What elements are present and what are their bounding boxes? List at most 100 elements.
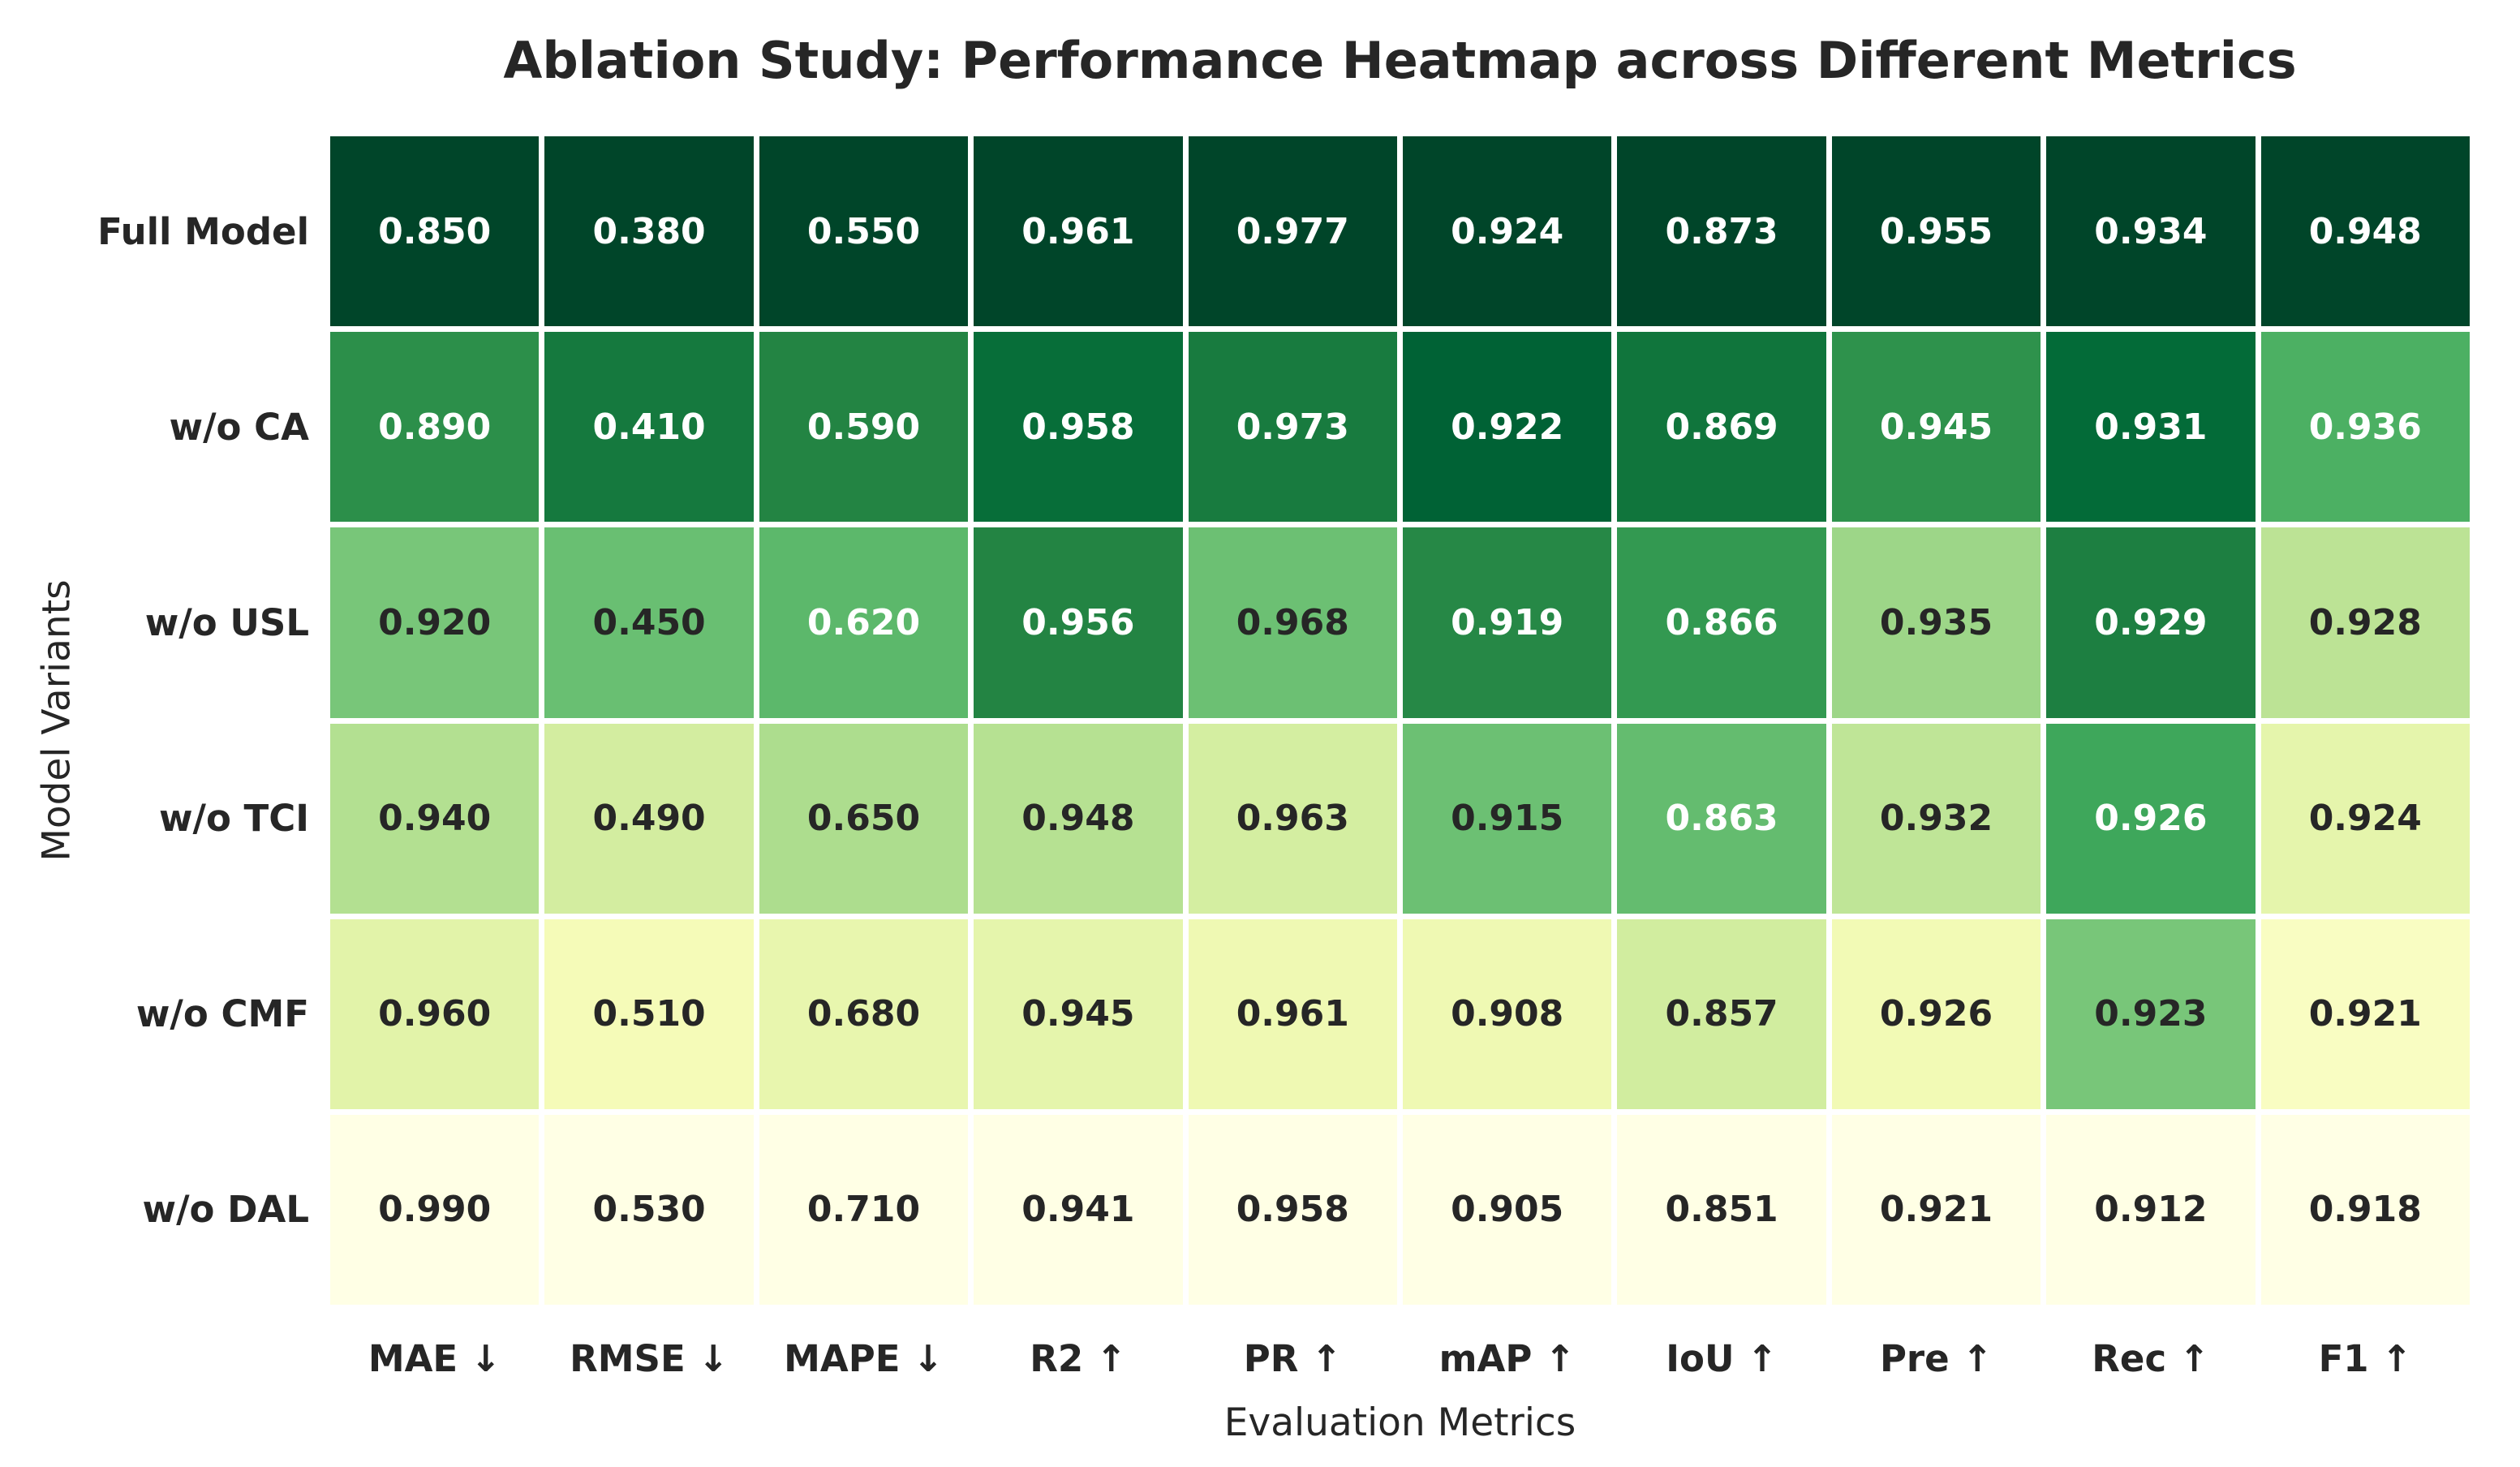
heatmap-cell: 0.921 (2260, 918, 2470, 1109)
heatmap-cell: 0.955 (1831, 136, 2041, 327)
cell-value: 0.919 (1451, 601, 1564, 643)
cell-value: 0.620 (806, 601, 921, 643)
cell-value: 0.873 (1665, 210, 1778, 252)
heatmap-cell: 0.958 (1188, 1114, 1397, 1305)
heatmap-cell: 0.961 (1188, 918, 1397, 1109)
cell-value: 0.941 (1021, 1189, 1135, 1231)
heatmap-cell: 0.380 (544, 136, 754, 327)
heatmap-cell: 0.926 (2046, 723, 2256, 914)
heatmap-cell: 0.863 (1617, 723, 1826, 914)
heatmap-cell: 0.410 (544, 332, 754, 523)
cell-value: 0.940 (378, 798, 492, 840)
cell-value: 0.934 (2094, 210, 2208, 252)
x-tick-label: Pre ↑ (1879, 1336, 1993, 1380)
cell-value: 0.851 (1665, 1189, 1778, 1231)
cell-value: 0.958 (1021, 406, 1135, 448)
heatmap-cell: 0.948 (974, 723, 1183, 914)
cell-value: 0.956 (1021, 601, 1135, 643)
heatmap-cell: 0.919 (1402, 527, 1612, 718)
cell-value: 0.990 (378, 1189, 492, 1231)
cell-value: 0.924 (2308, 798, 2422, 840)
cell-value: 0.650 (806, 798, 921, 840)
cell-value: 0.380 (592, 210, 706, 252)
heatmap-cell: 0.620 (759, 527, 969, 718)
heatmap-grid: 0.850 0.380 0.550 0.961 0.977 0.924 0.873 0.955… (330, 136, 2470, 1305)
heatmap-cell: 0.920 (330, 527, 540, 718)
cell-value: 0.931 (2094, 406, 2208, 448)
cell-value: 0.890 (378, 406, 492, 448)
cell-value: 0.905 (1451, 1189, 1564, 1231)
heatmap-cell: 0.990 (330, 1114, 540, 1305)
heatmap-cell: 0.590 (759, 332, 969, 523)
heatmap-cell: 0.908 (1402, 918, 1612, 1109)
cell-value: 0.921 (1879, 1189, 1993, 1231)
x-tick-label: mAP ↑ (1438, 1336, 1576, 1380)
y-tick-label: w/o CA (169, 405, 309, 449)
cell-value: 0.945 (1021, 993, 1135, 1035)
heatmap-cell: 0.912 (2046, 1114, 2256, 1305)
heatmap-cell: 0.935 (1831, 527, 2041, 718)
cell-value: 0.968 (1236, 601, 1349, 643)
heatmap-cell: 0.934 (2046, 136, 2256, 327)
x-tick-label: R2 ↑ (1030, 1336, 1127, 1380)
heatmap-cell: 0.869 (1617, 332, 1826, 523)
heatmap-cell: 0.926 (1831, 918, 2041, 1109)
cell-value: 0.863 (1665, 798, 1778, 840)
chart-title: Ablation Study: Performance Heatmap acro… (503, 31, 2297, 90)
cell-value: 0.550 (806, 210, 921, 252)
heatmap-cell: 0.931 (2046, 332, 2256, 523)
cell-value: 0.510 (592, 993, 706, 1035)
cell-value: 0.710 (806, 1189, 921, 1231)
cell-value: 0.955 (1879, 210, 1993, 252)
cell-value: 0.857 (1665, 993, 1778, 1035)
heatmap-cell: 0.850 (330, 136, 540, 327)
x-tick-label: PR ↑ (1243, 1336, 1342, 1380)
x-tick-label: MAPE ↓ (784, 1336, 944, 1380)
x-tick-label: MAE ↓ (368, 1336, 501, 1380)
cell-value: 0.936 (2308, 406, 2422, 448)
heatmap-cell: 0.928 (2260, 527, 2470, 718)
cell-value: 0.915 (1451, 798, 1564, 840)
cell-value: 0.920 (378, 601, 492, 643)
heatmap-cell: 0.922 (1402, 332, 1612, 523)
heatmap-cell: 0.960 (330, 918, 540, 1109)
cell-value: 0.590 (806, 406, 921, 448)
heatmap-cell: 0.650 (759, 723, 969, 914)
heatmap-cell: 0.961 (974, 136, 1183, 327)
cell-value: 0.490 (592, 798, 706, 840)
heatmap-cell: 0.945 (974, 918, 1183, 1109)
y-tick-label: w/o CMF (135, 992, 309, 1036)
cell-value: 0.935 (1879, 601, 1993, 643)
cell-value: 0.928 (2308, 601, 2422, 643)
cell-value: 0.948 (1021, 798, 1135, 840)
heatmap-cell: 0.924 (1402, 136, 1612, 327)
cell-value: 0.961 (1236, 993, 1349, 1035)
heatmap-cell: 0.956 (974, 527, 1183, 718)
cell-value: 0.973 (1236, 406, 1349, 448)
cell-value: 0.948 (2308, 210, 2422, 252)
heatmap-cell: 0.968 (1188, 527, 1397, 718)
heatmap-cell: 0.941 (974, 1114, 1183, 1305)
heatmap-cell: 0.932 (1831, 723, 2041, 914)
cell-value: 0.924 (1451, 210, 1564, 252)
x-tick-label: Rec ↑ (2092, 1336, 2210, 1380)
heatmap-cell: 0.866 (1617, 527, 1826, 718)
cell-value: 0.912 (2094, 1189, 2208, 1231)
heatmap-cell: 0.945 (1831, 332, 2041, 523)
heatmap-cell: 0.680 (759, 918, 969, 1109)
cell-value: 0.960 (378, 993, 492, 1035)
heatmap-cell: 0.973 (1188, 332, 1397, 523)
cell-value: 0.958 (1236, 1189, 1349, 1231)
cell-value: 0.869 (1665, 406, 1778, 448)
x-tick-label: IoU ↑ (1666, 1336, 1778, 1380)
heatmap-cell: 0.958 (974, 332, 1183, 523)
cell-value: 0.963 (1236, 798, 1349, 840)
cell-value: 0.450 (592, 601, 706, 643)
y-tick-label: w/o DAL (142, 1188, 309, 1232)
heatmap-cell: 0.450 (544, 527, 754, 718)
cell-value: 0.921 (2308, 993, 2422, 1035)
heatmap-cell: 0.510 (544, 918, 754, 1109)
heatmap-cell: 0.977 (1188, 136, 1397, 327)
y-tick-label: w/o USL (144, 600, 309, 644)
